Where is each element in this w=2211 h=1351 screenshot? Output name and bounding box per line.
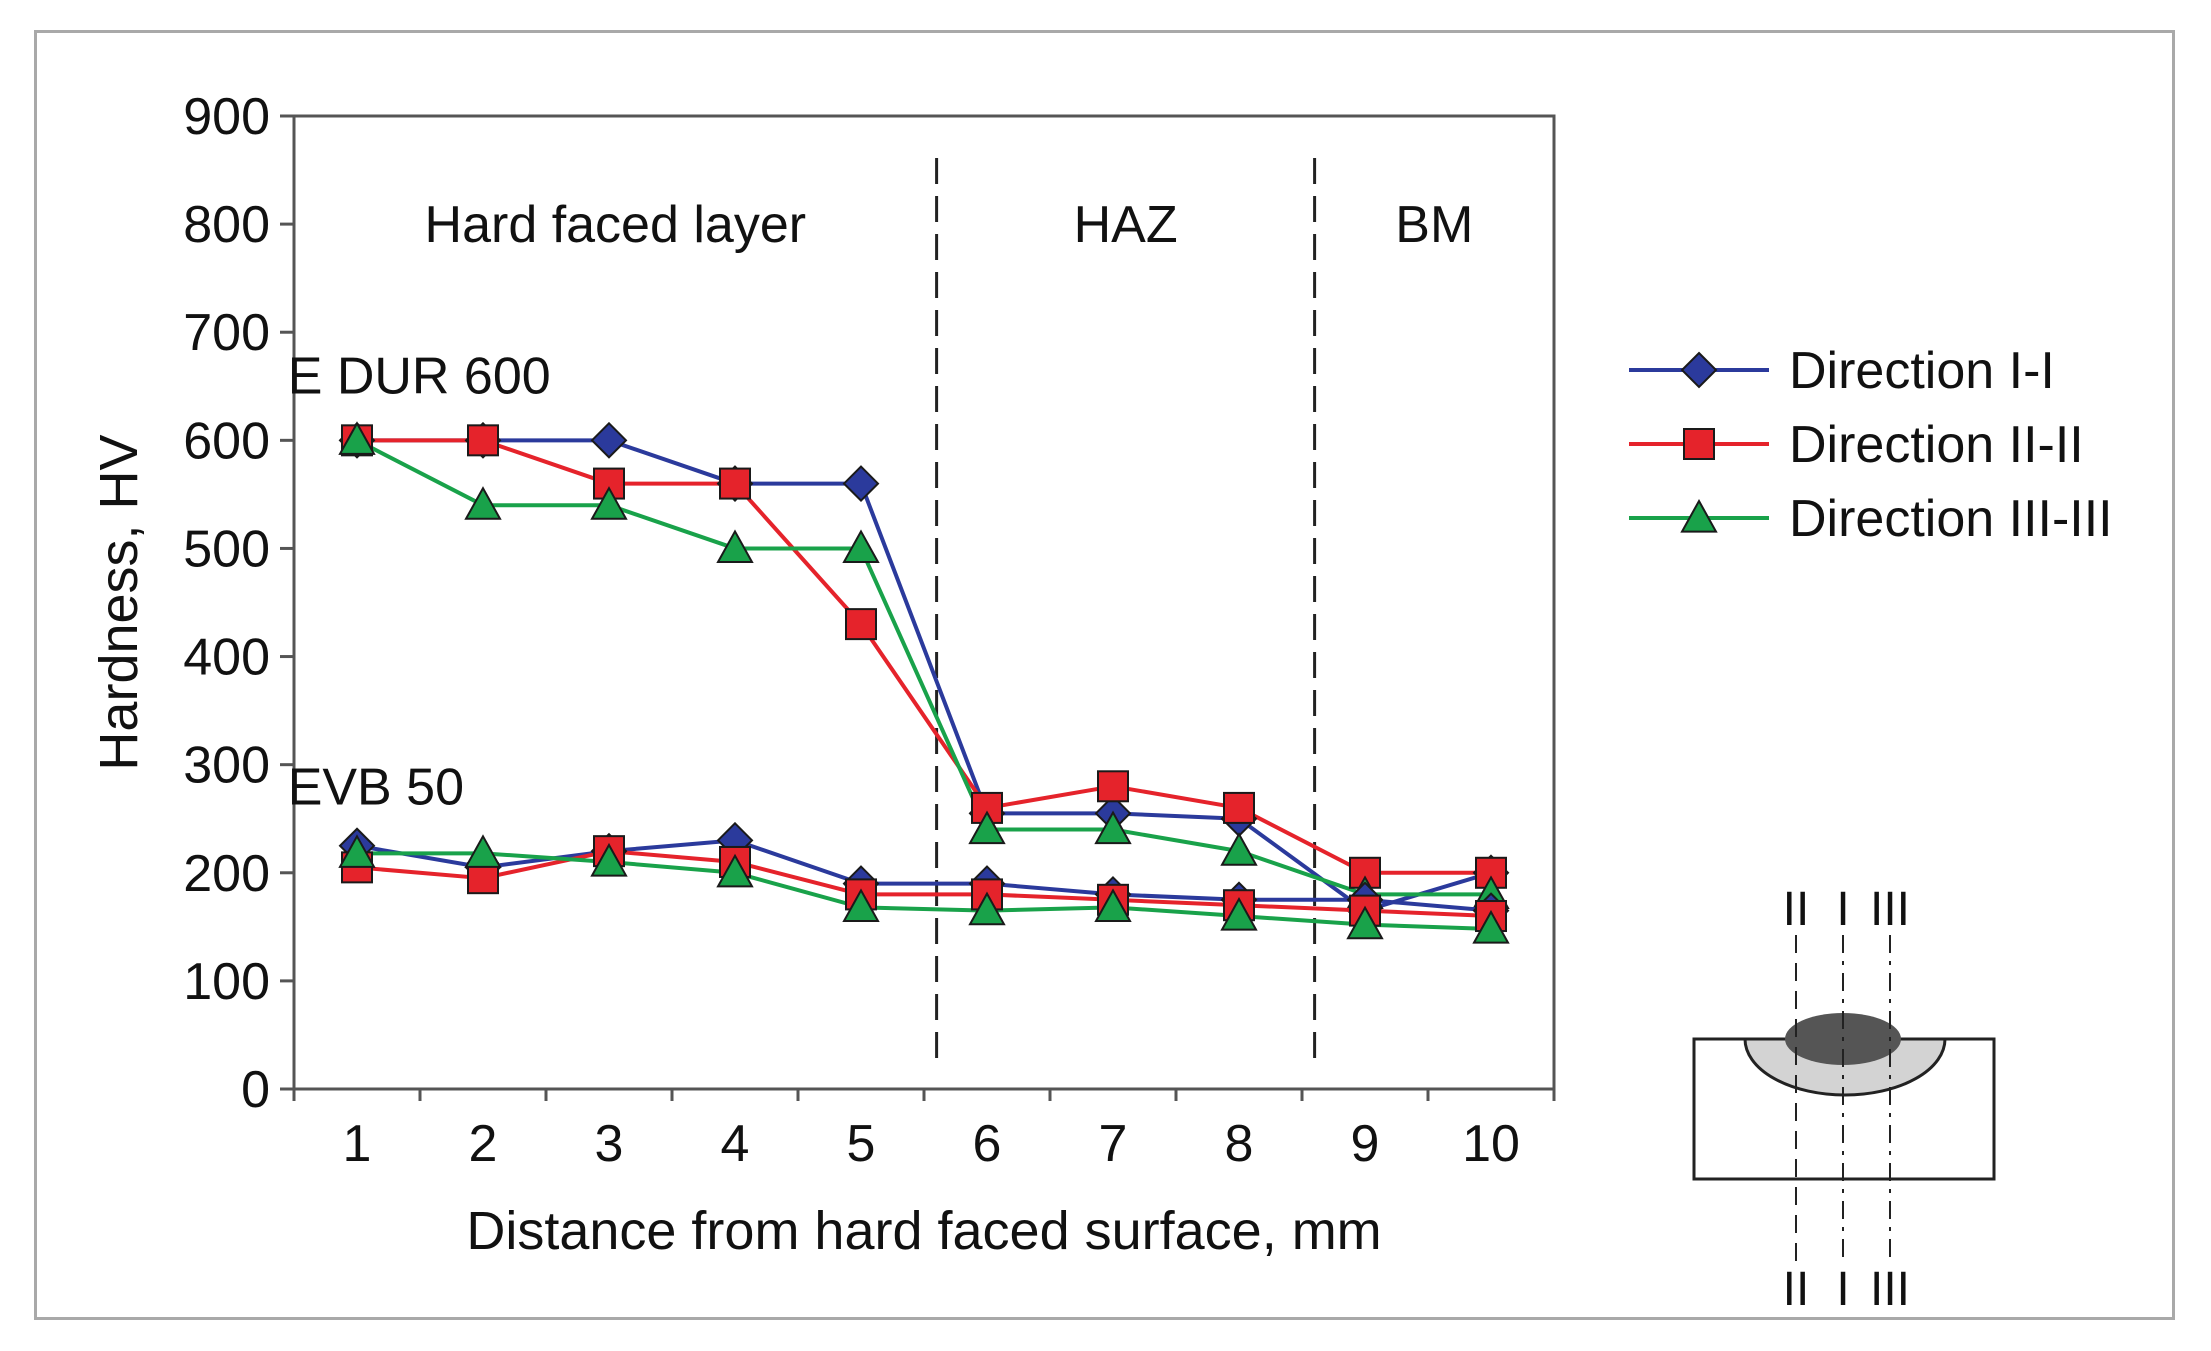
plot-area xyxy=(292,114,1556,1091)
y-tick-label: 900 xyxy=(183,88,270,146)
x-tick-label: 8 xyxy=(1225,1115,1254,1173)
x-axis: 1 2 3 4 5 6 7 8 9 10 xyxy=(292,1089,1556,1173)
square-marker xyxy=(1223,791,1255,824)
series-line xyxy=(356,438,1491,897)
legend-label: Direction I-I xyxy=(1789,342,2055,400)
series-line xyxy=(357,438,1492,913)
region-label: BM xyxy=(1395,196,1473,254)
y-tick-label: 700 xyxy=(183,304,270,362)
section-label-bottom: I xyxy=(1836,1263,1849,1316)
y-tick-label: 0 xyxy=(241,1061,270,1119)
triangle-marker xyxy=(590,842,628,877)
region-layer: Hard faced layer HAZ BM xyxy=(425,158,1473,1069)
triangle-marker xyxy=(968,810,1006,845)
series-line xyxy=(356,849,1492,919)
hardness-chart: Hard faced layer HAZ BM 010020030040050060… xyxy=(89,88,2113,1316)
y-axis-title: Hardness, HV xyxy=(89,434,149,770)
y-tick-label: 200 xyxy=(183,845,270,903)
y-tick-label: 100 xyxy=(183,953,270,1011)
triangle-marker xyxy=(1346,905,1384,940)
triangle-marker xyxy=(338,421,376,455)
y-tick-label: 500 xyxy=(183,520,270,578)
series-line xyxy=(357,438,1491,875)
legend-label: Direction II-II xyxy=(1789,416,2084,474)
diamond-marker xyxy=(1680,351,1718,389)
square-marker xyxy=(1683,428,1715,460)
triangle-marker xyxy=(590,486,628,520)
square-marker xyxy=(719,467,751,500)
section-label-top: I xyxy=(1836,883,1849,936)
series-group-label: EVB 50 xyxy=(288,758,464,816)
triangle-marker xyxy=(968,891,1006,926)
y-tick-label: 300 xyxy=(183,737,270,795)
triangle-marker xyxy=(716,853,754,888)
triangle-marker xyxy=(464,834,502,868)
series-group-label: E DUR 600 xyxy=(288,347,551,405)
triangle-marker xyxy=(464,486,502,520)
square-marker xyxy=(467,424,499,457)
section-lines xyxy=(1795,935,1891,1263)
series-group: EVB 50 xyxy=(288,758,1510,944)
triangle-marker xyxy=(1094,810,1132,845)
series-layer: E DUR 600 EVB 50 xyxy=(288,347,1510,944)
region-label: HAZ xyxy=(1074,196,1178,254)
diamond-marker xyxy=(590,421,628,459)
series-line xyxy=(357,851,1492,931)
triangle-marker xyxy=(1680,498,1718,533)
y-tick-label: 400 xyxy=(183,629,270,687)
triangle-marker xyxy=(1220,832,1258,866)
figure-frame: Hard faced layer HAZ BM 0 100 200 300 400 500 60… xyxy=(34,30,2175,1320)
section-label-top: III xyxy=(1870,883,1910,936)
triangle-marker xyxy=(842,529,880,564)
triangle-marker xyxy=(1220,896,1258,931)
legend: Direction I-I Direction II-II Direction II… xyxy=(1629,342,2113,548)
triangle-marker xyxy=(1094,888,1132,922)
x-tick-label: 3 xyxy=(595,1115,624,1173)
y-tick-label: 600 xyxy=(183,412,270,470)
x-tick-label: 1 xyxy=(343,1115,372,1173)
section-label-bottom: II xyxy=(1783,1263,1810,1316)
section-label-top: II xyxy=(1783,883,1810,936)
diamond-marker xyxy=(842,465,880,502)
x-tick-label: 7 xyxy=(1099,1115,1128,1173)
triangle-marker xyxy=(842,888,880,922)
square-marker xyxy=(467,862,499,895)
square-marker xyxy=(845,608,877,641)
y-tick-label: 800 xyxy=(183,196,270,254)
x-axis-title: Distance from hard faced surface, mm xyxy=(466,1201,1381,1261)
triangle-marker xyxy=(1472,909,1510,944)
x-tick-label: 9 xyxy=(1351,1115,1380,1173)
legend-label: Direction III-III xyxy=(1789,490,2113,548)
x-tick-label: 5 xyxy=(847,1115,876,1173)
y-axis: 0 100 200 300 400 500 600 700 800 900 xyxy=(183,88,294,1119)
region-label: Hard faced layer xyxy=(425,196,807,254)
x-tick-label: 10 xyxy=(1462,1115,1520,1173)
section-label-bottom: III xyxy=(1870,1263,1910,1316)
x-tick-label: 4 xyxy=(721,1115,750,1173)
square-marker xyxy=(1097,770,1129,803)
triangle-marker xyxy=(716,529,754,564)
x-tick-label: 2 xyxy=(469,1115,498,1173)
x-tick-label: 6 xyxy=(973,1115,1002,1173)
triangle-marker xyxy=(338,834,376,868)
